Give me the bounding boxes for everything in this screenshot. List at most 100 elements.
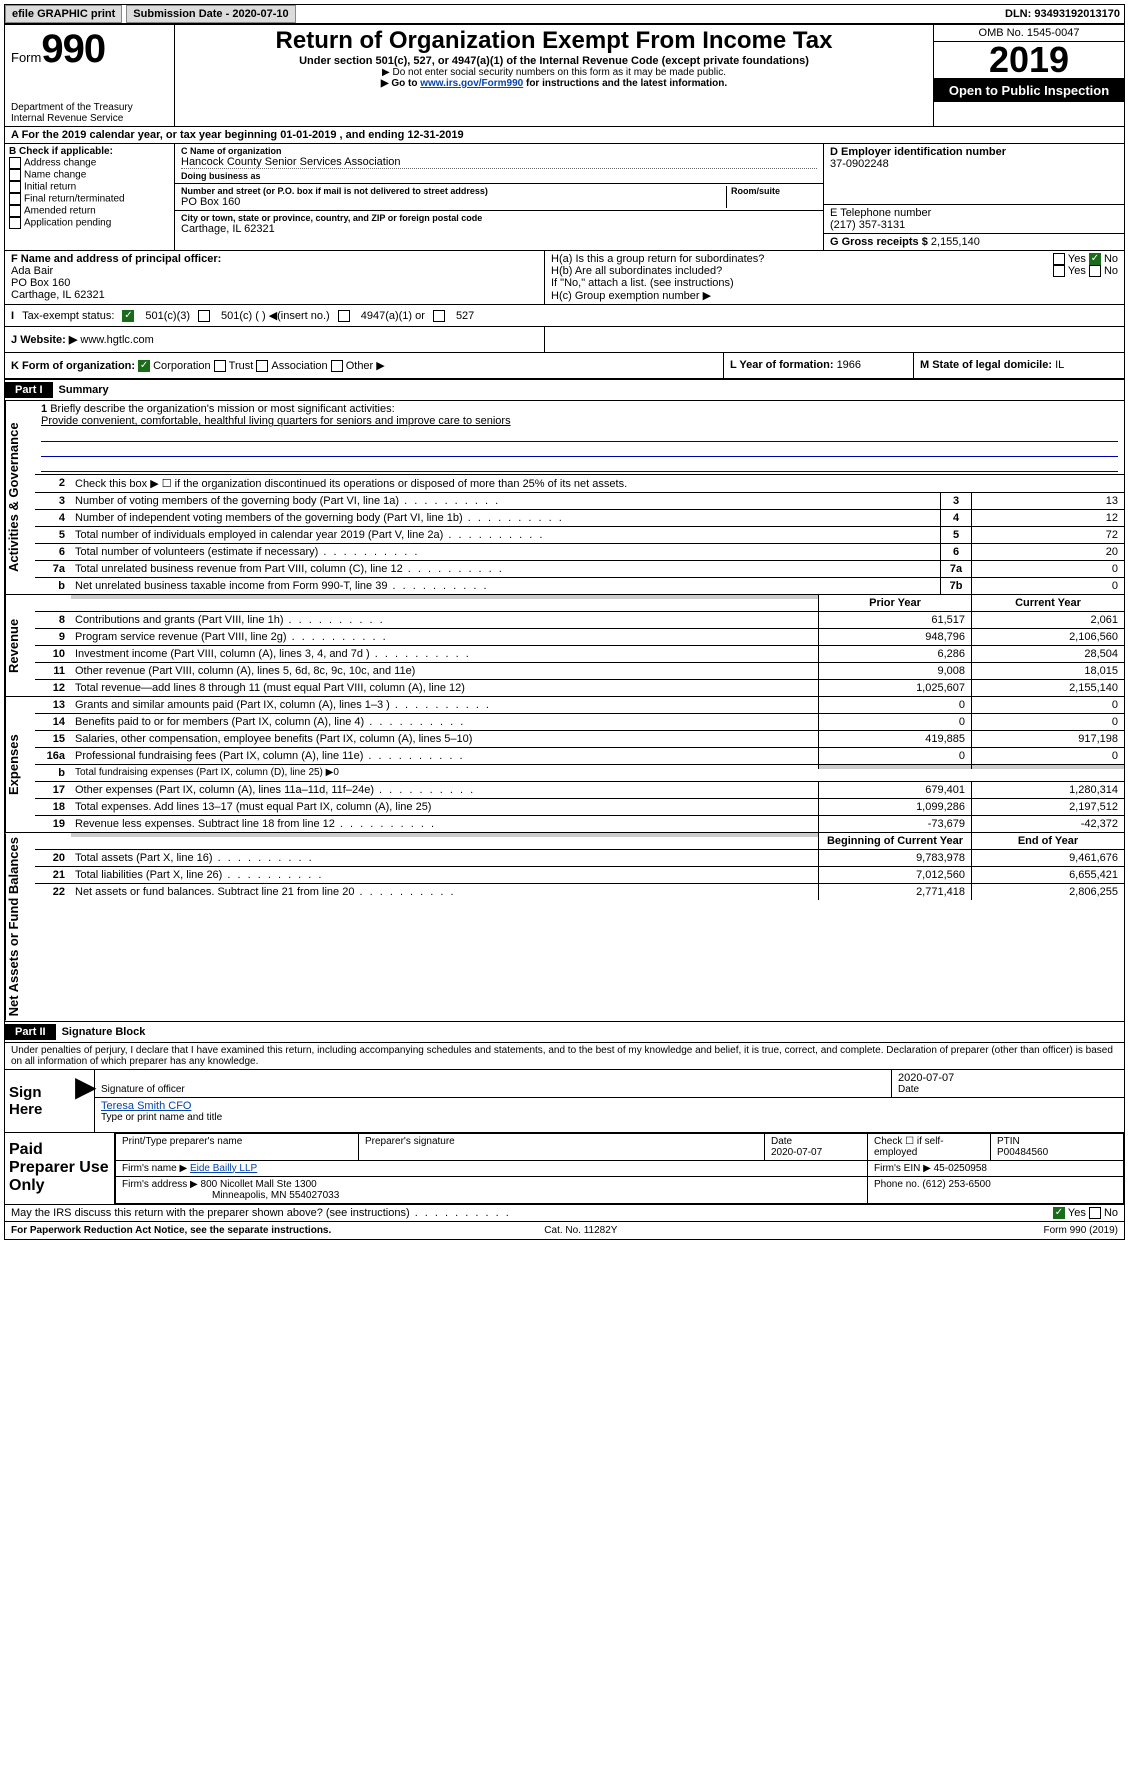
l14-py: 0: [818, 714, 971, 730]
l11-cy: 18,015: [971, 663, 1124, 679]
l22-cy: 2,806,255: [971, 884, 1124, 900]
l19-py: -73,679: [818, 816, 971, 832]
l7b-val: 0: [971, 578, 1124, 594]
l15-cy: 917,198: [971, 731, 1124, 747]
l12-cy: 2,155,140: [971, 680, 1124, 696]
hb-note: If "No," attach a list. (see instruction…: [551, 277, 1118, 289]
checkbox-other[interactable]: [331, 360, 343, 372]
section-b-checkboxes: B Check if applicable: Address change Na…: [5, 144, 175, 250]
checkbox-501c3[interactable]: [122, 310, 134, 322]
l7a-val: 0: [971, 561, 1124, 577]
l20-cy: 9,461,676: [971, 850, 1124, 866]
l17-py: 679,401: [818, 782, 971, 798]
officer-label: F Name and address of principal officer:: [11, 253, 538, 265]
tax-year: 2019: [934, 42, 1124, 79]
ha-no-checkbox[interactable]: [1089, 253, 1101, 265]
footer-left: For Paperwork Reduction Act Notice, see …: [11, 1225, 331, 1236]
l11-py: 9,008: [818, 663, 971, 679]
perjury-text: Under penalties of perjury, I declare th…: [5, 1043, 1124, 1070]
address-label: Number and street (or P.O. box if mail i…: [181, 186, 722, 196]
hb-label: H(b) Are all subordinates included?: [551, 265, 1053, 277]
firm-name[interactable]: Eide Bailly LLP: [190, 1163, 257, 1174]
l17-cy: 1,280,314: [971, 782, 1124, 798]
ha-yes-checkbox[interactable]: [1053, 253, 1065, 265]
l18-cy: 2,197,512: [971, 799, 1124, 815]
checkbox-association[interactable]: [256, 360, 268, 372]
l16a-py: 0: [818, 748, 971, 764]
l22-py: 2,771,418: [818, 884, 971, 900]
preparer-date: 2020-07-07: [771, 1147, 861, 1158]
submission-date-button[interactable]: Submission Date - 2020-07-10: [126, 5, 295, 23]
l13-py: 0: [818, 697, 971, 713]
top-toolbar: efile GRAPHIC print Submission Date - 20…: [4, 4, 1125, 24]
checkbox-application-pending[interactable]: [9, 217, 21, 229]
footer-catalog: Cat. No. 11282Y: [544, 1225, 617, 1236]
sign-arrow-icon: ▶: [75, 1070, 95, 1132]
checkbox-527[interactable]: [433, 310, 445, 322]
officer-addr2: Carthage, IL 62321: [11, 289, 538, 301]
l19-cy: -42,372: [971, 816, 1124, 832]
mission-text: Provide convenient, comfortable, healthf…: [41, 415, 1118, 427]
instructions-link[interactable]: www.irs.gov/Form990: [420, 78, 523, 89]
checkbox-trust[interactable]: [214, 360, 226, 372]
paid-preparer-table: Print/Type preparer's name Preparer's si…: [115, 1133, 1124, 1204]
part-ii-header: Part II: [5, 1024, 56, 1040]
l16a-cy: 0: [971, 748, 1124, 764]
firm-city: Minneapolis, MN 554027033: [212, 1190, 339, 1201]
checkbox-corporation[interactable]: [138, 360, 150, 372]
l5-val: 72: [971, 527, 1124, 543]
checkbox-501c[interactable]: [198, 310, 210, 322]
ein-label: D Employer identification number: [830, 146, 1118, 158]
side-activities: Activities & Governance: [5, 401, 35, 594]
firm-ein: 45-0250958: [934, 1163, 987, 1174]
ha-label: H(a) Is this a group return for subordin…: [551, 253, 1053, 265]
l8-cy: 2,061: [971, 612, 1124, 628]
checkbox-4947[interactable]: [338, 310, 350, 322]
sign-here-label: Sign Here: [5, 1070, 75, 1132]
l6-val: 20: [971, 544, 1124, 560]
form-id-block: Form990 Department of the Treasury Inter…: [5, 25, 175, 126]
line-a-tax-year: A For the 2019 calendar year, or tax yea…: [5, 127, 1124, 144]
side-net-assets: Net Assets or Fund Balances: [5, 833, 35, 1020]
checkbox-final-return[interactable]: [9, 193, 21, 205]
l10-cy: 28,504: [971, 646, 1124, 662]
l18-py: 1,099,286: [818, 799, 971, 815]
dept-label: Department of the Treasury: [11, 102, 168, 113]
state-domicile: IL: [1055, 359, 1064, 371]
officer-signature-name[interactable]: Teresa Smith CFO: [101, 1100, 1118, 1112]
ein-value: 37-0902248: [830, 158, 1118, 170]
hb-yes-checkbox[interactable]: [1053, 265, 1065, 277]
l3-val: 13: [971, 493, 1124, 509]
checkbox-address-change[interactable]: [9, 157, 21, 169]
checkbox-name-change[interactable]: [9, 169, 21, 181]
sign-date: 2020-07-07: [898, 1072, 1118, 1084]
ptin: P00484560: [997, 1147, 1117, 1158]
checkbox-initial-return[interactable]: [9, 181, 21, 193]
l4-val: 12: [971, 510, 1124, 526]
hb-no-checkbox[interactable]: [1089, 265, 1101, 277]
gross-receipts-value: 2,155,140: [931, 236, 980, 248]
part-i-header: Part I: [5, 382, 53, 398]
discuss-no-checkbox[interactable]: [1089, 1207, 1101, 1219]
form-title: Return of Organization Exempt From Incom…: [181, 27, 927, 55]
city-label: City or town, state or province, country…: [181, 213, 817, 223]
officer-addr1: PO Box 160: [11, 277, 538, 289]
form-subtitle-1: Under section 501(c), 527, or 4947(a)(1)…: [181, 55, 927, 67]
open-to-public: Open to Public Inspection: [934, 79, 1124, 102]
discuss-yes-checkbox[interactable]: [1053, 1207, 1065, 1219]
checkbox-amended-return[interactable]: [9, 205, 21, 217]
dba-label: Doing business as: [181, 171, 817, 181]
org-name: Hancock County Senior Services Associati…: [181, 156, 817, 168]
side-revenue: Revenue: [5, 595, 35, 696]
firm-phone: (612) 253-6500: [922, 1179, 990, 1190]
l13-cy: 0: [971, 697, 1124, 713]
efile-print-button[interactable]: efile GRAPHIC print: [5, 5, 122, 23]
form-subtitle-3: ▶ Go to www.irs.gov/Form990 for instruct…: [181, 78, 927, 89]
hc-label: H(c) Group exemption number ▶: [551, 289, 1118, 302]
l15-py: 419,885: [818, 731, 971, 747]
l10-py: 6,286: [818, 646, 971, 662]
discuss-text: May the IRS discuss this return with the…: [11, 1207, 511, 1219]
l9-cy: 2,106,560: [971, 629, 1124, 645]
officer-name: Ada Bair: [11, 265, 538, 277]
dln-label: DLN: 93493192013170: [1001, 8, 1124, 20]
